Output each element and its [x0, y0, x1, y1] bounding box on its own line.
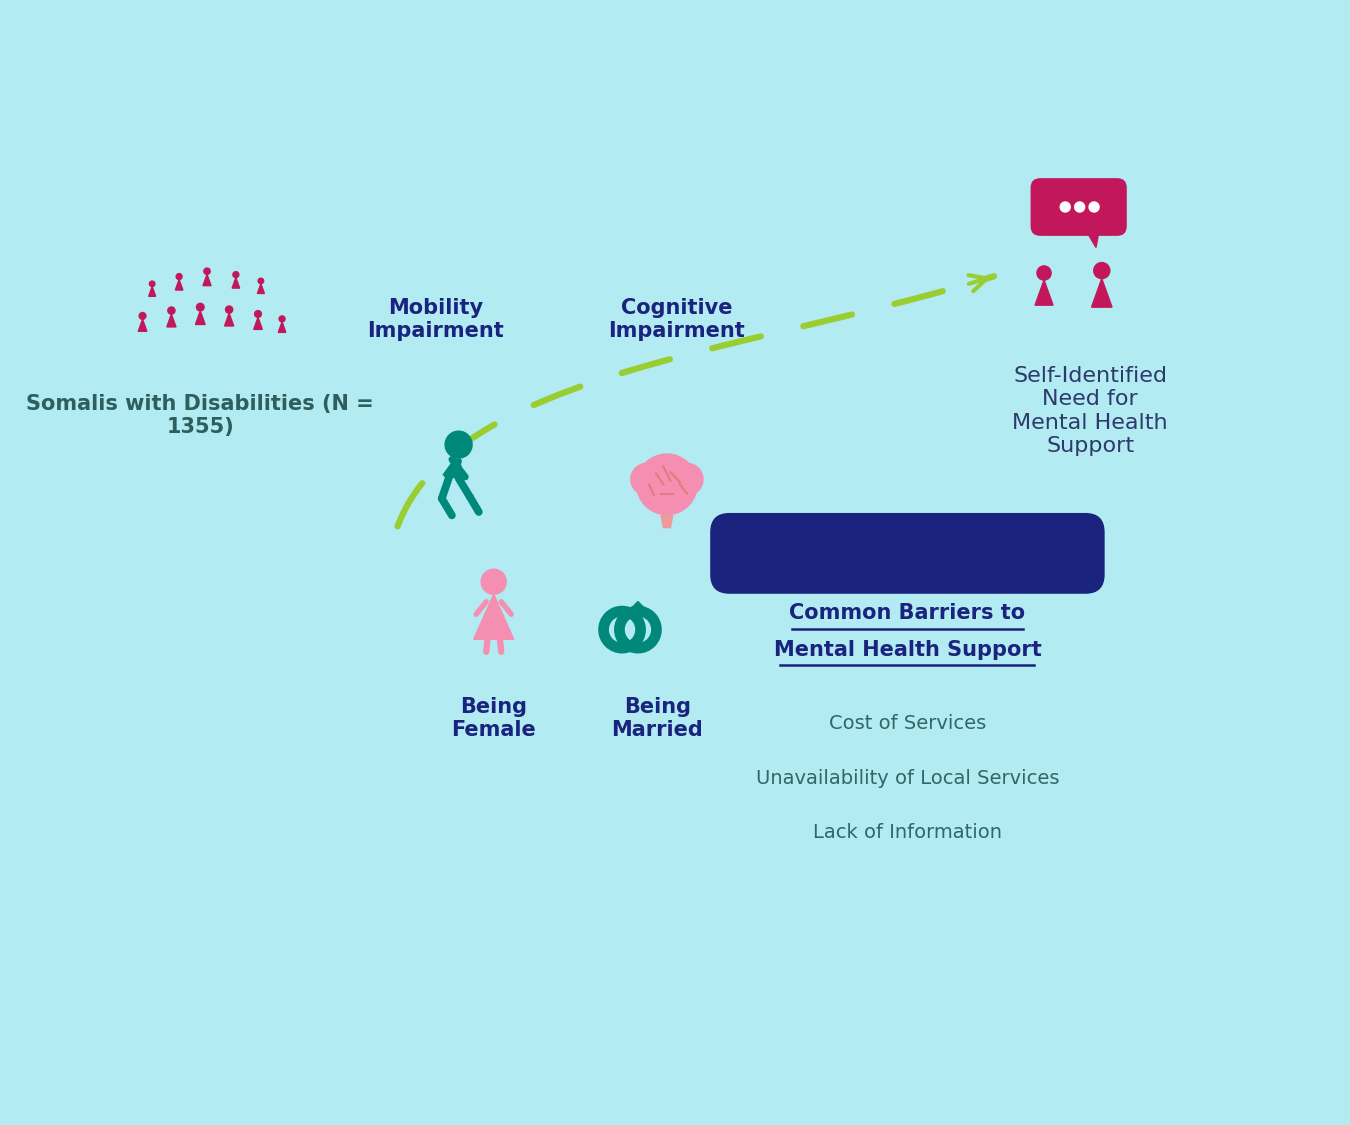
Circle shape: [234, 271, 239, 278]
Polygon shape: [1092, 279, 1112, 307]
Circle shape: [1089, 202, 1099, 212]
Polygon shape: [662, 515, 672, 528]
Circle shape: [279, 316, 285, 322]
Circle shape: [258, 278, 263, 284]
Circle shape: [150, 281, 155, 287]
Polygon shape: [176, 279, 182, 290]
Text: Being
Married: Being Married: [612, 698, 703, 740]
Polygon shape: [1035, 280, 1053, 305]
Circle shape: [176, 273, 182, 279]
Text: Cost of Services: Cost of Services: [829, 714, 986, 734]
Polygon shape: [1084, 226, 1100, 248]
Circle shape: [1060, 202, 1071, 212]
Polygon shape: [224, 313, 234, 326]
Circle shape: [225, 306, 232, 313]
Polygon shape: [232, 278, 240, 288]
Polygon shape: [474, 594, 514, 639]
Text: Self-Identified
Need for
Mental Health
Support: Self-Identified Need for Mental Health S…: [1012, 366, 1168, 456]
Polygon shape: [258, 284, 265, 294]
FancyBboxPatch shape: [1030, 178, 1127, 236]
Polygon shape: [443, 458, 463, 479]
Circle shape: [1037, 266, 1052, 280]
Text: Unavailability of Local Services: Unavailability of Local Services: [756, 770, 1060, 788]
Circle shape: [204, 268, 211, 274]
Text: Cognitive
Impairment: Cognitive Impairment: [608, 298, 745, 341]
Text: Mobility
Impairment: Mobility Impairment: [367, 298, 505, 341]
Text: Mental Health Support: Mental Health Support: [774, 640, 1041, 659]
Polygon shape: [148, 287, 155, 296]
FancyBboxPatch shape: [710, 513, 1104, 594]
Circle shape: [446, 431, 472, 458]
Circle shape: [481, 569, 506, 594]
Circle shape: [1075, 202, 1084, 212]
Circle shape: [139, 313, 146, 319]
Polygon shape: [202, 274, 211, 286]
Circle shape: [255, 310, 262, 317]
Circle shape: [637, 455, 697, 514]
Polygon shape: [167, 314, 176, 327]
Polygon shape: [254, 317, 262, 330]
Text: Somalis with Disabilities (N =
1355): Somalis with Disabilities (N = 1355): [27, 394, 374, 438]
Circle shape: [167, 307, 176, 314]
Circle shape: [1094, 262, 1110, 279]
Polygon shape: [632, 602, 644, 614]
Circle shape: [671, 464, 703, 495]
Text: Common Barriers to: Common Barriers to: [790, 603, 1026, 623]
Text: Lack of Information: Lack of Information: [813, 822, 1002, 842]
Circle shape: [630, 464, 663, 495]
Polygon shape: [196, 310, 205, 324]
Text: Being
Female: Being Female: [451, 698, 536, 740]
Polygon shape: [138, 319, 147, 331]
Polygon shape: [278, 322, 286, 332]
Circle shape: [197, 304, 204, 310]
